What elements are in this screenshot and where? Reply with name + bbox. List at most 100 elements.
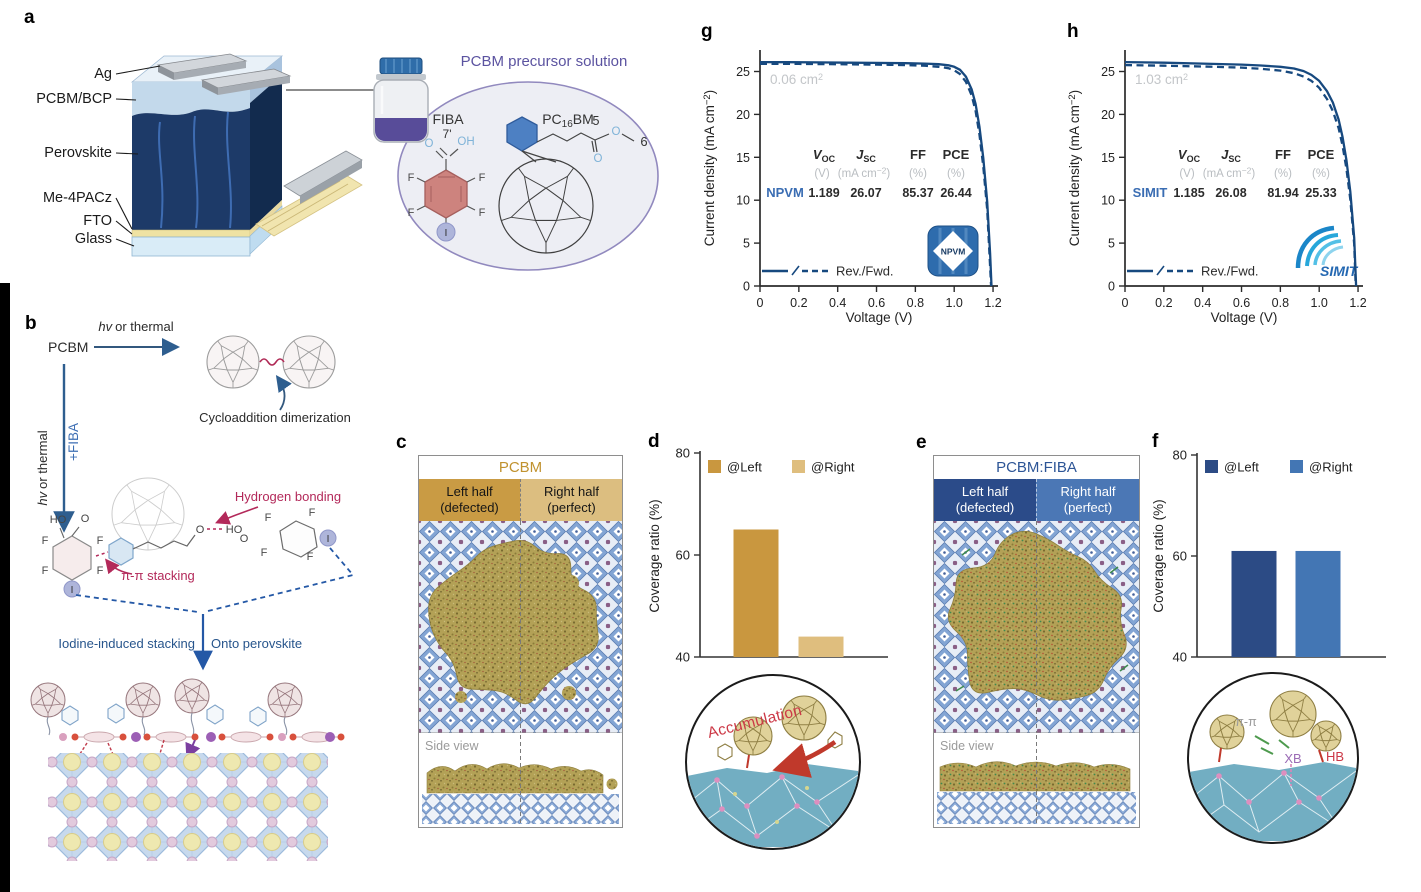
ylabel-sup: −2 <box>1067 94 1078 105</box>
ff-unit: (%) <box>909 168 927 180</box>
x-tick-label: 1.2 <box>984 296 1001 310</box>
or-thermal: or thermal <box>115 319 174 334</box>
panel-a-label: a <box>24 7 35 28</box>
y-tick-label: 10 <box>736 194 750 208</box>
faint-fullerene <box>111 477 185 551</box>
dimer-fullerene-right <box>282 335 336 389</box>
y-tick-label: 15 <box>736 151 750 165</box>
jsc-unit-post: ) <box>1251 168 1255 180</box>
pcbm-fiba-coverage-blob <box>947 530 1127 701</box>
ylabel-post: ) <box>1067 90 1082 95</box>
y-tick-label: 0 <box>743 280 750 294</box>
ff-header: FF <box>1275 147 1291 162</box>
panel-h-jv-chart: Current density (mA cm−2) Voltage (V) 1.… <box>1063 16 1421 330</box>
voc-unit: (V) <box>814 168 830 180</box>
y-tick-label: 25 <box>736 65 750 79</box>
pce-unit: (%) <box>947 168 965 180</box>
xb-label: XB <box>1284 751 1301 766</box>
perovskite-surface <box>1189 762 1356 841</box>
chain-number-5: 5 <box>593 114 600 128</box>
x-tick-label: 1.2 <box>1349 296 1366 310</box>
panel-c-label: c <box>396 432 407 453</box>
panel-f-inset-circle: π-π XB HB <box>1187 672 1359 844</box>
fiba-f-atom: F <box>479 207 486 219</box>
bar-@Right <box>1295 550 1341 657</box>
y-tick-label: 40 <box>676 650 690 665</box>
fiba-f-atom: F <box>408 207 415 219</box>
panel-c-left-header: Left half (defected) <box>419 479 520 521</box>
jsc-unit: (mA cm−2) <box>1203 166 1256 181</box>
f-atom: F <box>97 535 104 547</box>
side-view-film <box>426 763 604 794</box>
side-view-label: Side view <box>425 739 479 753</box>
y-tick-label: 60 <box>676 548 690 563</box>
ff-unit: (%) <box>1274 168 1292 180</box>
npvm-logo-text: NPVM <box>941 247 966 257</box>
dimer-fullerene-left <box>206 335 260 389</box>
panel-c-header: Left half (defected) Right half (perfect… <box>419 479 622 521</box>
perfect-label: (perfect) <box>1063 500 1113 515</box>
y-tick-label: 20 <box>736 108 750 122</box>
panel-b-scheme: PCBM hv or thermal Cycloaddition dimeriza… <box>30 319 355 861</box>
vial-icon <box>373 57 429 143</box>
ff-value: 81.94 <box>1267 186 1298 200</box>
jv-parameter-table: VOC JSC FF PCE (V) (mA cm−2) (%) (%) SIM… <box>1133 147 1337 200</box>
o-atom: O <box>196 524 205 536</box>
layer-leader-lines <box>115 65 374 247</box>
fiba-o-atom: O <box>425 138 434 150</box>
voc-header: VOC <box>813 147 836 164</box>
left-half-label: Left half <box>961 483 1009 499</box>
jsc-header: JSC <box>1221 147 1241 164</box>
pc16bm-label-post: BM <box>573 111 594 127</box>
jsc-value: 26.07 <box>850 186 881 200</box>
ylabel-pre: Current density (mA cm <box>702 105 717 246</box>
rev-fwd-legend: Rev./Fwd. <box>1127 264 1259 279</box>
cycloaddition-label: Cycloaddition dimerization <box>199 410 351 425</box>
surface-assembly-cartoon <box>30 678 345 861</box>
panel-e-right-header: Right half (perfect) <box>1036 479 1139 521</box>
voltage-axis-label: Voltage (V) <box>846 310 913 325</box>
fiba-f-atom: F <box>408 172 415 184</box>
voc-base: V <box>813 147 823 162</box>
dimer-bond-wavy <box>259 358 285 366</box>
fiba-molecule: FIBA O OH 7' F F F F I <box>408 111 486 242</box>
jv-parameter-table: VOC JSC FF PCE (V) (mA cm−2) (%) (%) NPV… <box>766 147 971 200</box>
ff-header: FF <box>910 147 926 162</box>
bar-@Left <box>1231 550 1277 657</box>
panel-g-label: g <box>701 21 713 42</box>
hv-thermal-label: hv or thermal <box>98 319 173 334</box>
o-atom: O <box>240 533 249 545</box>
bar-chart-plot: 40 60 80 <box>676 446 888 665</box>
hb-label: HB <box>1326 749 1344 764</box>
y-tick-label: 15 <box>1101 151 1115 165</box>
f-atom: F <box>261 547 268 559</box>
y-tick-label: 60 <box>1173 549 1187 564</box>
left-half-label: Left half <box>446 483 493 499</box>
y-tick-label: 40 <box>1173 650 1187 665</box>
chain-number-6: 6 <box>640 134 647 149</box>
area-sup: 2 <box>818 72 823 82</box>
bar-@Right <box>798 636 844 657</box>
panel-e-box: PCBM:FIBA Left half (defected) Right hal… <box>933 455 1140 828</box>
accumulation-arrow <box>772 740 837 778</box>
pc16bm-label-sub: 16 <box>562 119 574 130</box>
voltage-axis-label: Voltage (V) <box>1211 310 1278 325</box>
f-atom: F <box>265 512 272 524</box>
jsc-unit-pre: (mA cm <box>1203 168 1242 180</box>
layer-label-me4pacz: Me-4PACz <box>43 190 112 206</box>
defected-label: (defected) <box>440 500 499 515</box>
y-tick-label: 25 <box>1101 65 1115 79</box>
f-atom: F <box>97 565 104 577</box>
side-view-label: Side view <box>940 739 994 753</box>
layer-label-fto: FTO <box>83 213 112 229</box>
ylabel-sup: −2 <box>702 94 713 105</box>
solution-title: PCBM precursor solution <box>461 53 628 70</box>
pc16bm-label-pre: PC <box>542 111 561 127</box>
panel-e-title: PCBM:FIBA <box>934 456 1139 479</box>
jv-curve-Rev. <box>1124 60 1358 287</box>
panel-h-label: h <box>1067 21 1079 42</box>
x-tick-label: 0.4 <box>829 296 846 310</box>
fiba-label: FIBA <box>432 111 464 127</box>
layer-label-perovskite: Perovskite <box>44 145 112 161</box>
pc16bm-molecule: PC16BM O 5 O 6 <box>498 111 648 254</box>
